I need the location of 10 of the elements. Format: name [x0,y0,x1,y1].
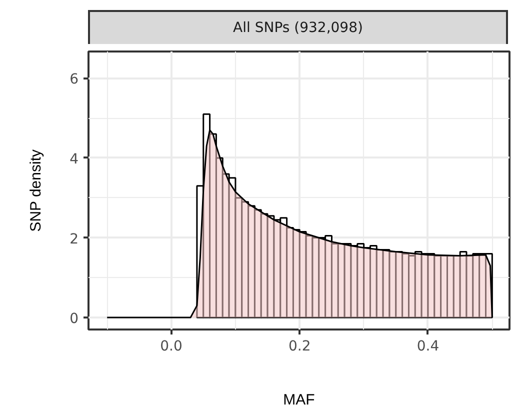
x-tick-label: 0.2 [288,338,311,354]
x-tick-label: 0.0 [160,338,182,354]
x-tick-label: 0.4 [416,338,440,354]
y-tick-label: 6 [70,72,79,88]
y-axis-title: SNP density [28,149,45,232]
y-tick-label: 0 [70,311,79,328]
y-tick-label: 4 [70,151,79,168]
x-axis-title: MAF [283,392,315,408]
y-tick-label: 2 [70,231,79,248]
chart-title: All SNPs (932,098) [233,19,363,38]
